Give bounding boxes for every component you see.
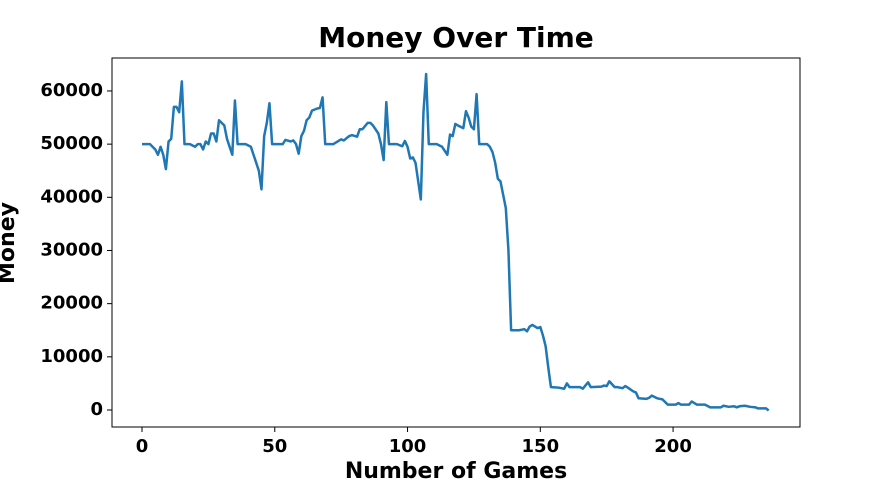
y-tick-label: 40000 xyxy=(40,186,103,207)
plot-frame xyxy=(111,57,801,428)
y-axis-label: Money xyxy=(0,202,20,284)
x-tick-label: 100 xyxy=(389,436,427,457)
y-tick-label: 60000 xyxy=(40,80,103,101)
x-tick-label: 150 xyxy=(522,436,560,457)
y-tick-label: 10000 xyxy=(40,346,103,367)
x-tick-label: 0 xyxy=(136,436,149,457)
x-axis-label: Number of Games xyxy=(345,459,567,480)
y-tick-label: 0 xyxy=(90,399,103,420)
y-tick-label: 30000 xyxy=(40,239,103,260)
y-tick-label: 20000 xyxy=(40,293,103,314)
money-line xyxy=(142,72,770,412)
y-tick-label: 50000 xyxy=(40,133,103,154)
chart-title: Money Over Time xyxy=(318,21,594,54)
x-tick-label: 50 xyxy=(262,436,287,457)
x-tick-label: 200 xyxy=(654,436,692,457)
